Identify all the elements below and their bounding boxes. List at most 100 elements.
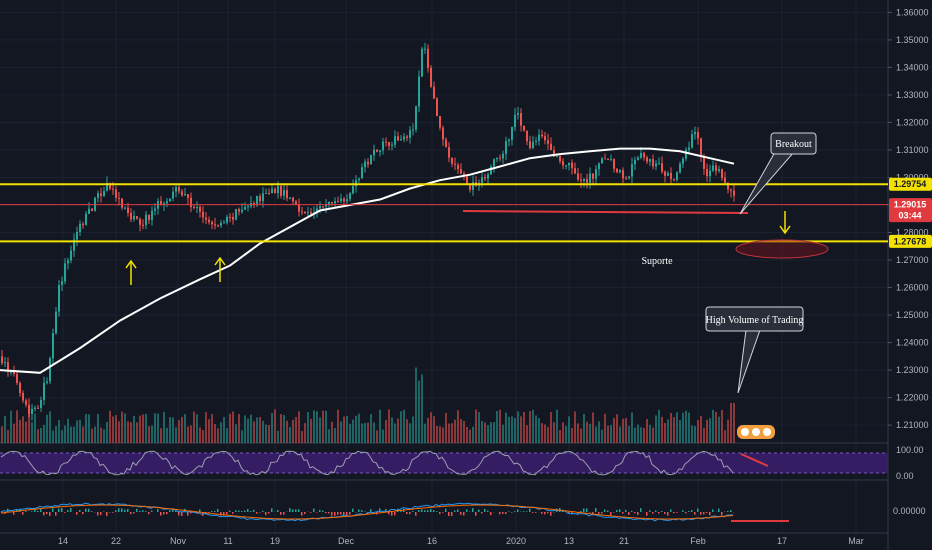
candle[interactable] [34, 405, 36, 412]
candle[interactable] [142, 219, 144, 230]
candle[interactable] [565, 165, 567, 170]
candle[interactable] [637, 155, 639, 161]
candle[interactable] [577, 167, 579, 182]
candle[interactable] [280, 184, 282, 199]
candle[interactable] [601, 156, 603, 164]
candle[interactable] [571, 159, 573, 175]
candle[interactable] [400, 135, 402, 141]
candle[interactable] [274, 187, 276, 194]
candle[interactable] [22, 390, 24, 403]
candle[interactable] [184, 188, 186, 196]
candle[interactable] [391, 141, 393, 151]
candle[interactable] [712, 160, 714, 173]
candle[interactable] [460, 163, 462, 175]
candle[interactable] [127, 202, 129, 217]
candle[interactable] [226, 214, 228, 225]
candle[interactable] [622, 167, 624, 184]
candle[interactable] [25, 398, 27, 408]
candle[interactable] [337, 196, 339, 203]
candle[interactable] [655, 160, 657, 171]
candle[interactable] [631, 157, 633, 184]
stoch-trend-line[interactable] [740, 453, 769, 467]
candle[interactable] [307, 206, 309, 218]
candle[interactable] [730, 188, 732, 198]
candle[interactable] [376, 149, 378, 153]
candle[interactable] [379, 150, 381, 157]
candle[interactable] [205, 211, 207, 224]
candle[interactable] [619, 169, 621, 174]
candle[interactable] [193, 204, 195, 210]
candle[interactable] [40, 396, 42, 413]
candle[interactable] [526, 130, 528, 146]
candle[interactable] [28, 398, 30, 418]
candle[interactable] [139, 217, 141, 232]
candle[interactable] [532, 135, 534, 150]
candle[interactable] [130, 208, 132, 223]
candle[interactable] [664, 170, 666, 183]
candle[interactable] [688, 141, 690, 155]
candle[interactable] [406, 134, 408, 142]
candle[interactable] [517, 106, 519, 120]
candle[interactable] [187, 193, 189, 205]
candle[interactable] [634, 156, 636, 171]
candle[interactable] [361, 163, 363, 179]
candle[interactable] [73, 233, 75, 257]
candle[interactable] [235, 208, 237, 221]
candle[interactable] [667, 171, 669, 177]
candle[interactable] [31, 404, 33, 421]
candle[interactable] [550, 137, 552, 151]
candle[interactable] [304, 211, 306, 215]
candle[interactable] [607, 157, 609, 161]
candle[interactable] [625, 175, 627, 180]
candle[interactable] [433, 81, 435, 100]
candle[interactable] [331, 201, 333, 207]
candle[interactable] [4, 356, 6, 367]
candle[interactable] [58, 280, 60, 317]
candle[interactable] [79, 220, 81, 236]
candle[interactable] [49, 356, 51, 385]
candle[interactable] [298, 198, 300, 217]
candle[interactable] [43, 376, 45, 406]
candle[interactable] [436, 97, 438, 117]
high-volume-callout[interactable]: High Volume of Trading [705, 306, 804, 394]
candle[interactable] [493, 158, 495, 173]
candle[interactable] [643, 151, 645, 161]
candle[interactable] [715, 162, 717, 176]
event-icon[interactable] [763, 428, 771, 436]
candle[interactable] [439, 115, 441, 131]
candle[interactable] [148, 214, 150, 225]
candle[interactable] [373, 144, 375, 161]
candle[interactable] [334, 197, 336, 208]
candle[interactable] [124, 206, 126, 210]
candle[interactable] [652, 154, 654, 170]
candle[interactable] [64, 258, 66, 285]
candle[interactable] [574, 162, 576, 175]
candle[interactable] [367, 158, 369, 168]
candle[interactable] [700, 137, 702, 163]
candle[interactable] [604, 153, 606, 160]
candle[interactable] [151, 206, 153, 226]
candle[interactable] [256, 195, 258, 207]
candle[interactable] [583, 178, 585, 188]
candle[interactable] [412, 123, 414, 136]
candle[interactable] [733, 183, 735, 202]
candle[interactable] [457, 162, 459, 174]
candle[interactable] [658, 157, 660, 165]
candle[interactable] [196, 201, 198, 214]
candle[interactable] [505, 136, 507, 161]
candle[interactable] [217, 224, 219, 228]
candle[interactable] [430, 65, 432, 88]
candle[interactable] [346, 194, 348, 207]
candle[interactable] [394, 130, 396, 148]
candle[interactable] [448, 142, 450, 163]
candle[interactable] [238, 207, 240, 216]
candle[interactable] [202, 206, 204, 224]
candle[interactable] [559, 154, 561, 164]
candle[interactable] [229, 212, 231, 223]
candle[interactable] [121, 197, 123, 211]
candle[interactable] [397, 131, 399, 141]
candle[interactable] [721, 168, 723, 182]
candle[interactable] [685, 147, 687, 162]
candle[interactable] [661, 156, 663, 174]
candle[interactable] [37, 405, 39, 410]
